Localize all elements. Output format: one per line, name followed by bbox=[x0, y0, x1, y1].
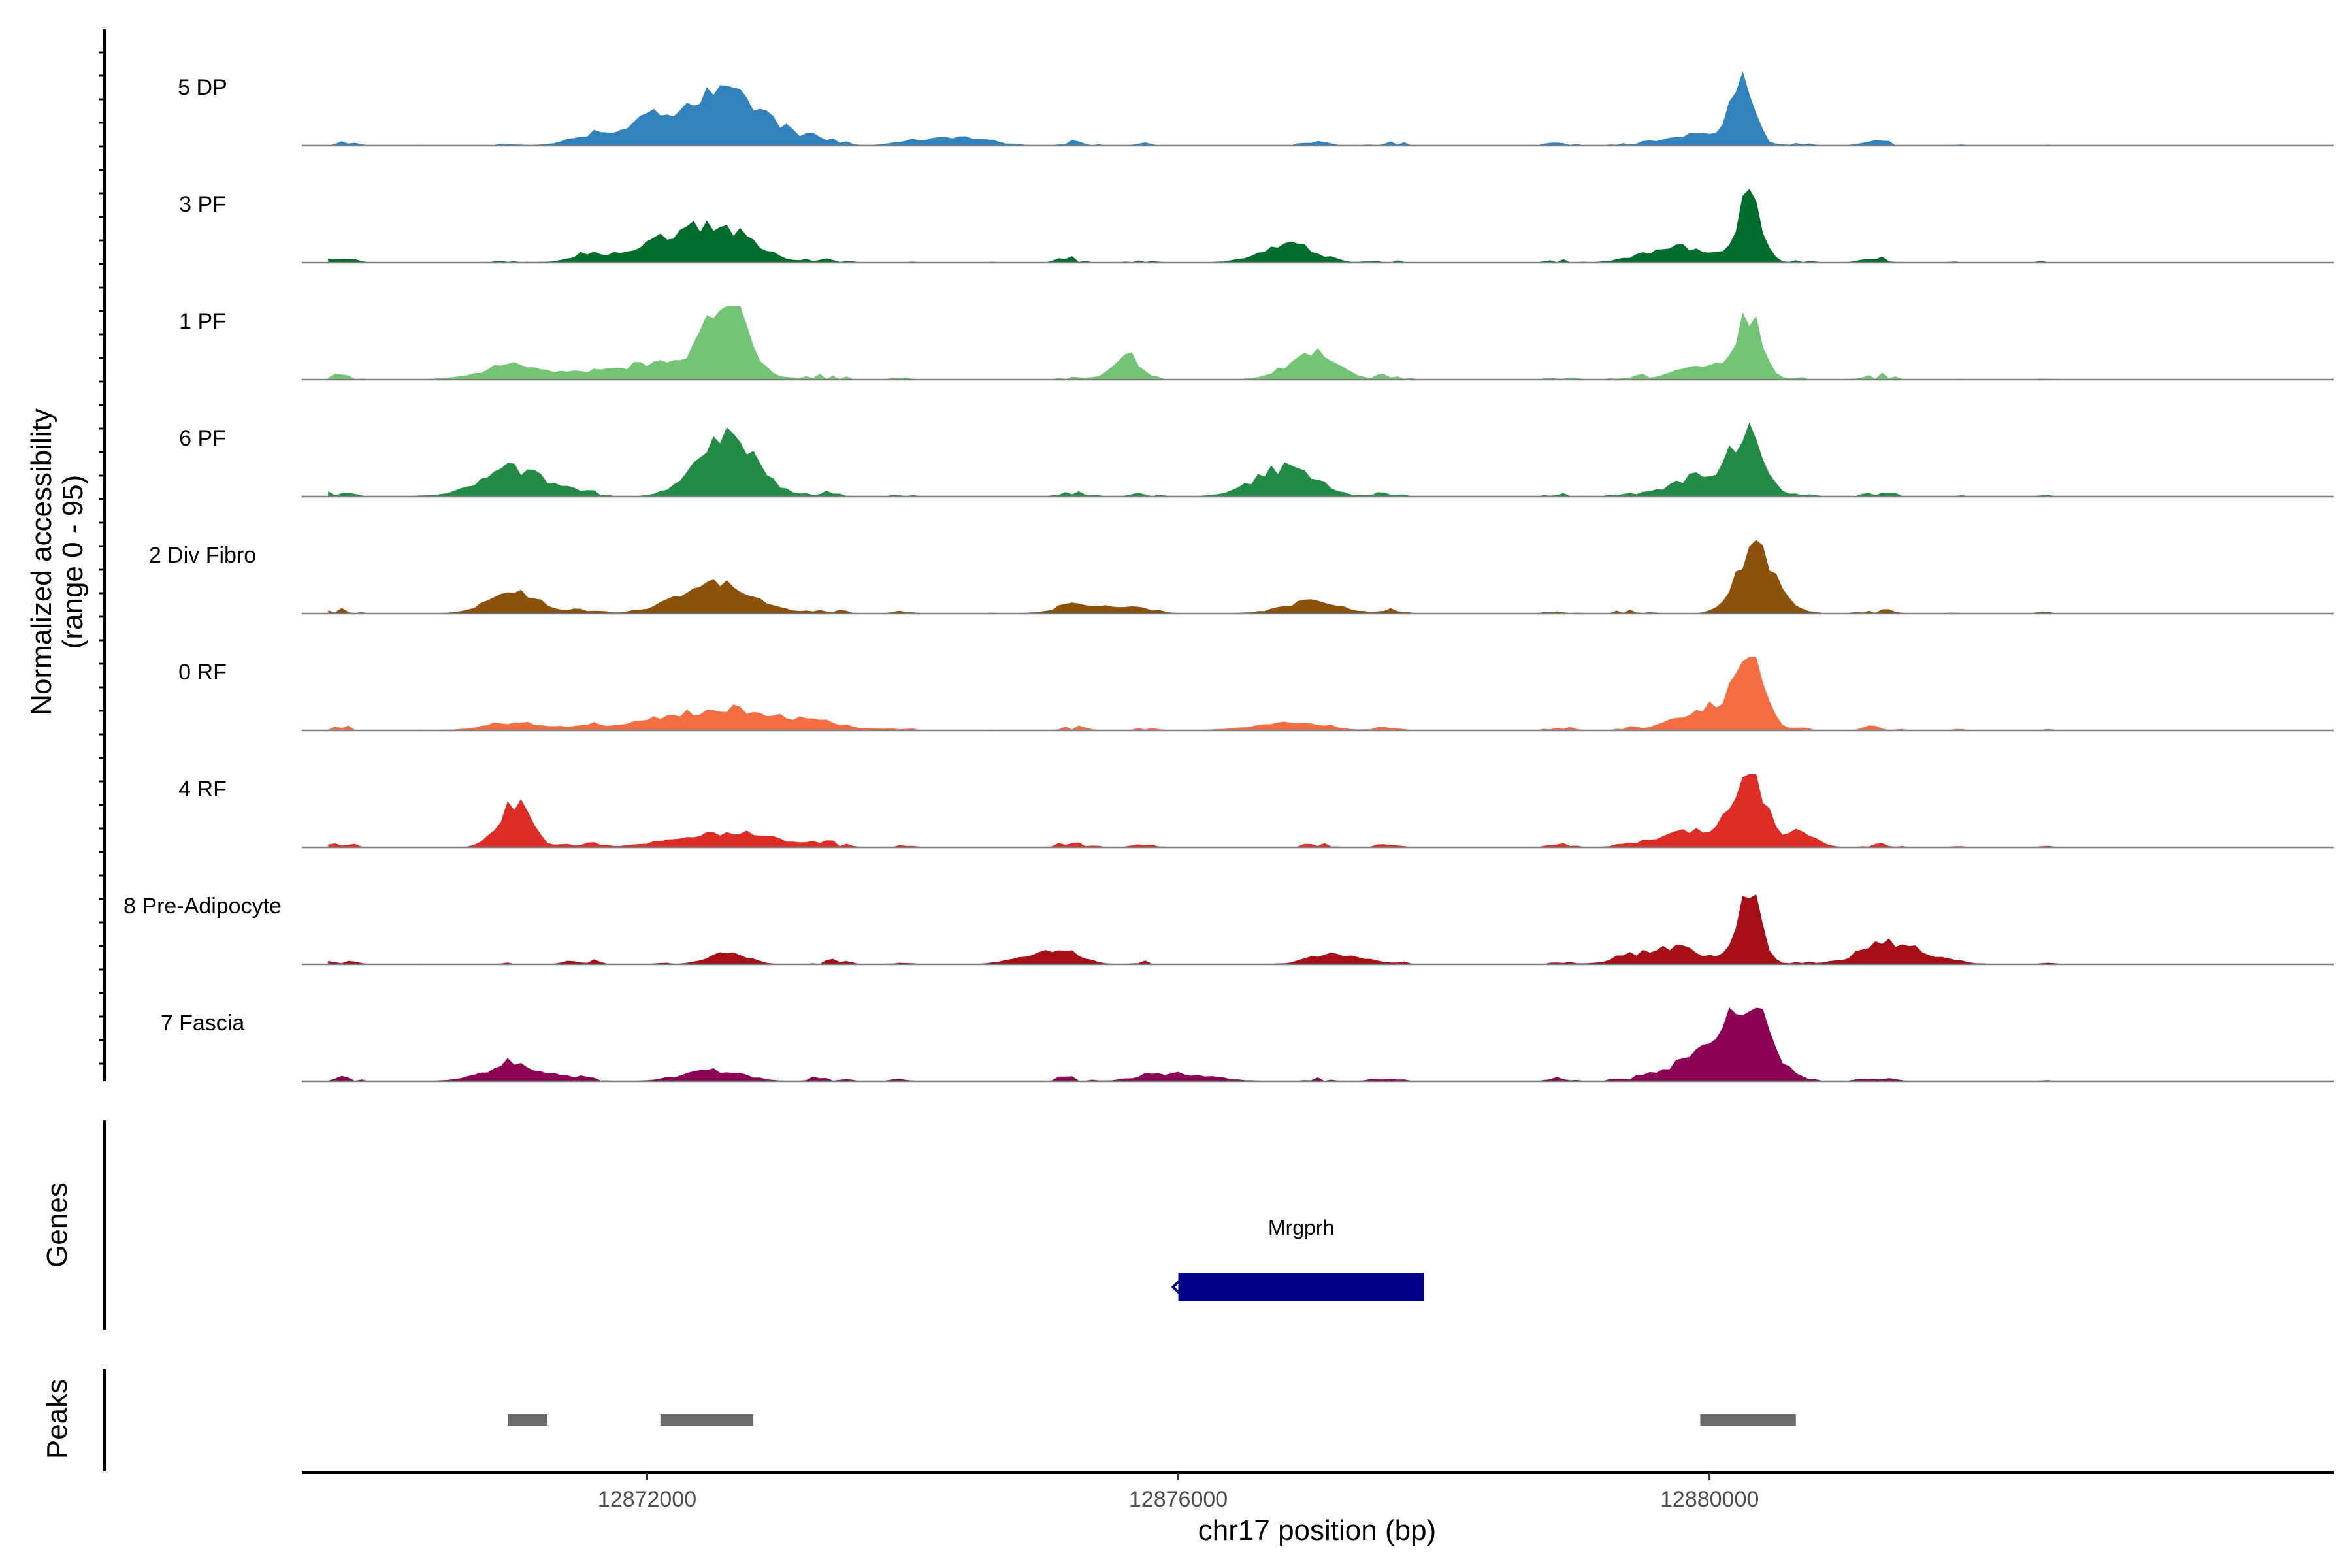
peaks-panel bbox=[508, 1414, 1796, 1426]
gene-name: Mrgprh bbox=[1268, 1216, 1334, 1239]
coverage-track: 5 DP bbox=[178, 71, 2334, 147]
coverage-area bbox=[328, 71, 2095, 146]
track-label: 6 PF bbox=[179, 426, 226, 451]
peaks-panel-title: Peaks bbox=[41, 1379, 73, 1459]
track-label: 7 Fascia bbox=[161, 1011, 245, 1036]
peak-region bbox=[1700, 1414, 1796, 1426]
x-tick-label: 12872000 bbox=[598, 1487, 696, 1512]
x-tick-label: 12880000 bbox=[1660, 1487, 1759, 1512]
coverage-area bbox=[328, 1007, 2095, 1082]
peak-region bbox=[508, 1414, 548, 1426]
y-axis-title-line1: Normalized accessibility bbox=[25, 408, 57, 715]
genes-panel: Mrgprh bbox=[1171, 1216, 1424, 1301]
y-axis-title-line2: (range 0 - 95) bbox=[57, 475, 89, 649]
coverage-track: 8 Pre-Adipocyte bbox=[123, 894, 2334, 966]
coverage-area bbox=[328, 306, 2095, 380]
track-label: 2 Div Fibro bbox=[149, 543, 256, 568]
track-label: 0 RF bbox=[178, 660, 227, 685]
coverage-area bbox=[328, 540, 2095, 614]
x-axis-title: chr17 position (bp) bbox=[1198, 1514, 1436, 1546]
coverage-track: 0 RF bbox=[178, 657, 2334, 732]
track-label: 1 PF bbox=[179, 309, 226, 334]
gene-strand-arrow bbox=[1171, 1278, 1182, 1296]
x-axis-ticks: 12872000 12876000 12880000 bbox=[598, 1473, 1759, 1512]
coverage-track: 2 Div Fibro bbox=[149, 540, 2334, 615]
coverage-area bbox=[328, 774, 2095, 848]
coverage-area bbox=[328, 657, 2095, 731]
coverage-track: 4 RF bbox=[178, 774, 2334, 849]
coverage-track: 6 PF bbox=[179, 422, 2334, 498]
coverage-area bbox=[328, 422, 2095, 497]
coverage-y-axis-ticks bbox=[99, 51, 105, 1065]
track-label: 3 PF bbox=[179, 192, 226, 217]
track-label: 4 RF bbox=[178, 777, 227, 802]
coverage-panel: 5 DP 3 PF 1 PF 6 PF 2 Div Fibro 0 RF 4 RF 8 Pre… bbox=[123, 71, 2334, 1083]
coverage-area bbox=[328, 189, 2095, 263]
coverage-area bbox=[328, 894, 2095, 965]
gene-body bbox=[1178, 1273, 1424, 1301]
genes-panel-title: Genes bbox=[41, 1183, 73, 1267]
peak-region bbox=[660, 1414, 754, 1426]
coverage-track: 7 Fascia bbox=[161, 1007, 2334, 1083]
coverage-track: 1 PF bbox=[179, 306, 2334, 381]
track-label: 8 Pre-Adipocyte bbox=[123, 894, 282, 919]
track-label: 5 DP bbox=[178, 75, 227, 100]
x-tick-label: 12876000 bbox=[1129, 1487, 1228, 1512]
coverage-track: 3 PF bbox=[179, 189, 2334, 264]
